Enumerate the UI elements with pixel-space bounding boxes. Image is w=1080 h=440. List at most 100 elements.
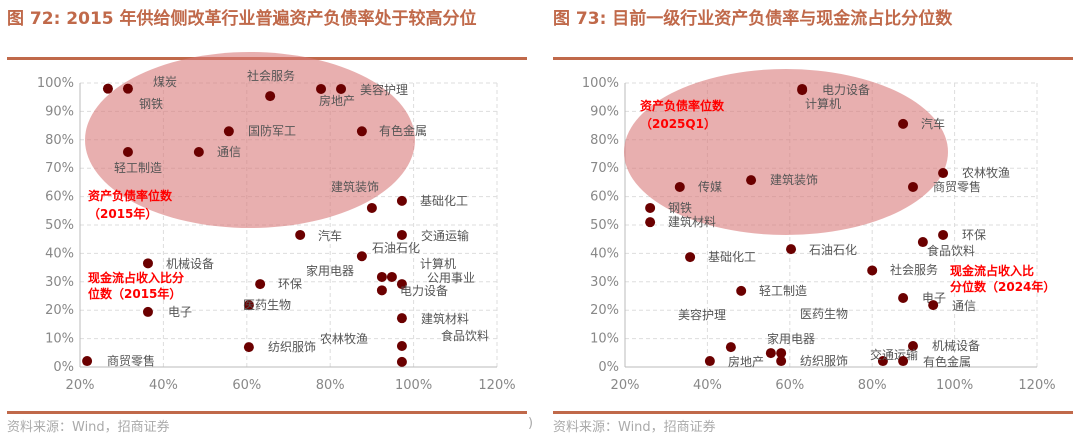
point-label: 社会服务 xyxy=(890,262,938,277)
point-label: 计算机 xyxy=(420,256,456,271)
data-point xyxy=(898,118,909,129)
data-point xyxy=(898,356,909,367)
point-label: 食品饮料 xyxy=(441,328,489,343)
point-label: 传媒 xyxy=(698,179,722,194)
point-label: 交通运输 xyxy=(421,228,469,243)
x-tick-label: 100% xyxy=(395,378,432,393)
data-point xyxy=(396,340,407,351)
data-point xyxy=(193,147,204,158)
data-point xyxy=(122,83,133,94)
data-point xyxy=(917,237,928,248)
data-point xyxy=(938,168,949,179)
x-tick-label: 40% xyxy=(149,378,178,393)
y-tick-label: 90% xyxy=(45,104,74,119)
data-point xyxy=(797,85,808,96)
data-point xyxy=(928,300,939,311)
data-point xyxy=(645,217,656,228)
point-label: 煤炭 xyxy=(153,75,177,89)
point-label: 交通运输 xyxy=(870,347,918,362)
data-point xyxy=(645,202,656,213)
data-point xyxy=(776,356,787,367)
point-label: 石油石化 xyxy=(372,241,420,255)
y-tick-label: 100% xyxy=(37,76,74,91)
y-tick-label: 70% xyxy=(45,161,74,176)
x-tick-label: 120% xyxy=(478,378,515,393)
source-paren: ) xyxy=(528,416,534,431)
point-label: 轻工制造 xyxy=(114,161,162,175)
data-point xyxy=(907,181,918,192)
data-point xyxy=(82,356,93,367)
x-tick-label: 100% xyxy=(936,378,973,393)
point-label: 有色金属 xyxy=(923,354,971,369)
y-tick-label: 10% xyxy=(45,332,74,347)
y-axis-annotation: （2025Q1） xyxy=(640,116,716,131)
y-tick-label: 90% xyxy=(590,104,619,119)
y-tick-label: 20% xyxy=(45,303,74,318)
y-tick-label: 40% xyxy=(590,246,619,261)
point-label: 电子 xyxy=(168,305,192,319)
data-point xyxy=(376,271,387,282)
y-tick-label: 60% xyxy=(45,190,74,205)
data-point xyxy=(736,285,747,296)
data-point xyxy=(223,126,234,137)
data-point xyxy=(376,285,387,296)
data-point xyxy=(674,181,685,192)
y-tick-label: 80% xyxy=(590,133,619,148)
highlight-ellipse xyxy=(624,69,948,235)
title-rule-right xyxy=(553,57,1073,60)
point-label: 电力设备 xyxy=(822,83,870,97)
point-label: 石油石化 xyxy=(809,243,857,257)
point-label: 电力设备 xyxy=(400,284,448,298)
point-label: 家用电器 xyxy=(767,331,815,346)
data-point xyxy=(396,356,407,367)
data-point xyxy=(336,83,347,94)
point-label: 纺织服饰 xyxy=(268,340,316,354)
point-label: 环保 xyxy=(278,277,302,291)
data-point xyxy=(396,279,407,290)
x-tick-label: 20% xyxy=(66,378,95,393)
data-point xyxy=(366,202,377,213)
point-label: 轻工制造 xyxy=(759,284,807,298)
point-label: 农林牧渔 xyxy=(962,166,1010,180)
point-label: 商贸零售 xyxy=(933,179,981,194)
y-tick-label: 100% xyxy=(582,76,619,91)
x-tick-label: 80% xyxy=(316,378,345,393)
data-point xyxy=(243,342,254,353)
point-label: 社会服务 xyxy=(247,68,295,83)
data-point xyxy=(725,342,736,353)
point-label: 房地产 xyxy=(728,354,764,369)
data-point xyxy=(746,175,757,186)
data-point xyxy=(938,229,949,240)
y-axis-annotation: （2015年） xyxy=(88,206,157,221)
point-label: 房地产 xyxy=(319,93,355,108)
y-tick-label: 40% xyxy=(45,246,74,261)
point-label: 机械设备 xyxy=(166,256,214,271)
y-axis-annotation: 资产负债率位数 xyxy=(88,188,173,203)
data-point xyxy=(685,252,696,263)
y-tick-label: 30% xyxy=(45,275,74,290)
point-label: 基础化工 xyxy=(708,250,756,264)
data-point xyxy=(396,195,407,206)
data-point xyxy=(786,244,797,255)
data-point xyxy=(255,279,266,290)
point-label: 钢铁 xyxy=(139,97,163,111)
data-point xyxy=(122,147,133,158)
point-label: 建筑装饰 xyxy=(331,179,379,194)
y-tick-label: 50% xyxy=(590,218,619,233)
y-tick-label: 0% xyxy=(53,360,74,375)
y-tick-label: 70% xyxy=(590,161,619,176)
x-axis-annotation: 位数（2015年） xyxy=(88,286,181,301)
data-point xyxy=(776,348,787,359)
data-point xyxy=(295,229,306,240)
point-label: 食品饮料 xyxy=(927,243,975,258)
footer-rule-left xyxy=(7,411,527,414)
data-point xyxy=(265,91,276,102)
point-label: 建筑材料 xyxy=(668,214,716,229)
point-label: 基础化工 xyxy=(420,194,468,208)
data-point xyxy=(898,292,909,303)
point-label: 通信 xyxy=(217,145,241,159)
point-label: 有色金属 xyxy=(379,123,427,138)
data-point xyxy=(704,356,715,367)
data-point xyxy=(356,251,367,262)
x-tick-label: 40% xyxy=(693,378,722,393)
